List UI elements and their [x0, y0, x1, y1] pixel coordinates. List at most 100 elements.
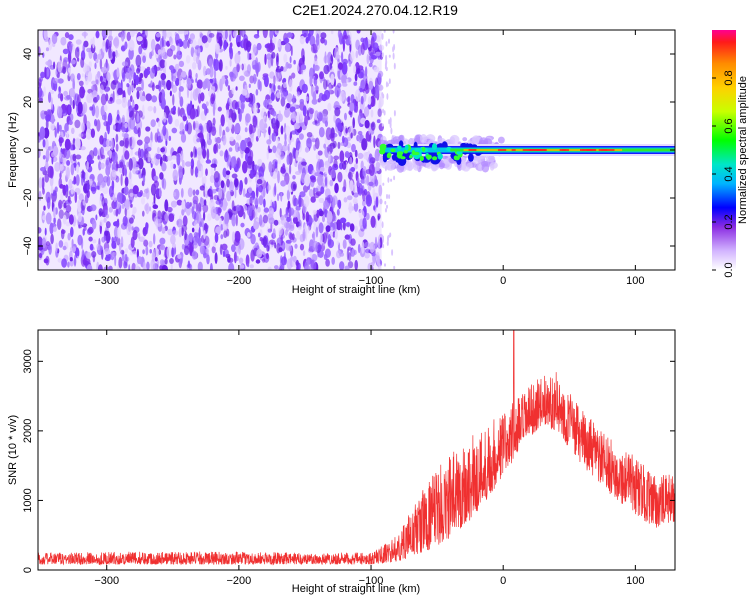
noise-speckle	[354, 225, 358, 234]
noise-speckle	[342, 239, 347, 250]
noise-speckle	[250, 134, 254, 144]
noise-speckle	[333, 114, 337, 123]
noise-speckle	[343, 197, 348, 203]
noise-speckle	[235, 204, 241, 212]
noise-speckle	[279, 42, 282, 49]
noise-speckle	[299, 111, 303, 120]
noise-speckle	[38, 177, 43, 189]
noise-speckle	[205, 159, 212, 164]
noise-speckle	[333, 155, 340, 161]
noise-speckle	[202, 80, 207, 90]
noise-speckle	[131, 226, 134, 231]
noise-fringe	[383, 30, 386, 33]
noise-speckle	[279, 207, 282, 218]
noise-speckle	[130, 203, 133, 208]
noise-speckle	[176, 218, 183, 228]
noise-speckle	[115, 98, 122, 105]
noise-speckle	[342, 82, 348, 87]
noise-speckle	[45, 255, 50, 266]
noise-speckle	[249, 150, 254, 161]
noise-speckle	[296, 230, 301, 240]
noise-speckle	[157, 120, 161, 128]
noise-speckle	[141, 79, 144, 91]
noise-speckle	[88, 92, 93, 104]
noise-speckle	[153, 248, 160, 257]
noise-speckle	[120, 173, 123, 187]
noise-speckle	[355, 157, 358, 165]
noise-speckle	[75, 247, 80, 259]
noise-speckle	[66, 130, 69, 140]
noise-speckle	[229, 59, 232, 67]
noise-speckle	[305, 211, 310, 223]
noise-speckle	[136, 256, 143, 265]
noise-speckle	[90, 128, 95, 138]
noise-speckle	[79, 146, 86, 151]
noise-speckle	[266, 139, 272, 145]
noise-speckle	[368, 181, 374, 187]
noise-speckle	[84, 76, 89, 86]
noise-speckle	[370, 95, 375, 108]
noise-speckle	[99, 184, 103, 192]
noise-speckle	[222, 220, 225, 229]
noise-speckle	[186, 122, 193, 135]
noise-speckle	[353, 81, 358, 86]
noise-speckle	[142, 249, 145, 255]
noise-speckle	[68, 120, 73, 126]
noise-speckle	[339, 142, 346, 146]
noise-speckle	[153, 233, 156, 245]
noise-speckle	[378, 184, 383, 197]
noise-speckle	[123, 167, 127, 175]
noise-speckle	[209, 65, 214, 78]
noise-speckle	[228, 262, 235, 270]
noise-speckle	[319, 71, 324, 80]
noise-speckle	[42, 139, 46, 148]
noise-speckle	[347, 95, 351, 106]
noise-speckle	[172, 110, 176, 115]
noise-fringe	[381, 92, 384, 97]
noise-speckle	[298, 122, 304, 127]
noise-speckle	[190, 39, 197, 48]
noise-speckle	[138, 45, 143, 55]
spectrogram-ytick-label: −20	[22, 189, 34, 208]
colorbar-label: Normalized spectral amplitude	[737, 76, 749, 224]
noise-speckle	[45, 241, 51, 247]
colorbar-tick-label: 0.2	[723, 214, 735, 229]
noise-speckle	[213, 194, 220, 201]
noise-fringe	[383, 110, 386, 116]
noise-speckle	[286, 93, 293, 103]
noise-speckle	[302, 213, 306, 221]
noise-speckle	[135, 263, 139, 270]
noise-speckle	[324, 248, 331, 258]
signal-red-core	[511, 149, 516, 151]
noise-speckle	[361, 241, 365, 254]
noise-speckle	[90, 204, 97, 212]
noise-speckle	[196, 79, 203, 89]
noise-speckle	[243, 211, 246, 220]
noise-speckle	[334, 107, 341, 117]
noise-speckle	[96, 53, 102, 60]
noise-speckle	[269, 30, 274, 40]
noise-speckle	[286, 154, 290, 165]
noise-speckle	[378, 44, 385, 51]
signal-halo	[471, 135, 481, 145]
noise-speckle	[54, 127, 57, 138]
noise-speckle	[313, 187, 319, 193]
snr-xlabel: Height of straight line (km)	[292, 583, 420, 595]
noise-speckle	[248, 186, 253, 194]
noise-speckle	[246, 41, 252, 48]
noise-speckle	[180, 188, 184, 198]
noise-speckle	[117, 226, 121, 239]
noise-speckle	[69, 87, 75, 98]
noise-speckle	[158, 187, 162, 198]
noise-speckle	[309, 239, 314, 252]
noise-speckle	[90, 186, 97, 192]
noise-speckle	[71, 127, 75, 134]
noise-speckle	[262, 115, 268, 124]
noise-speckle	[87, 226, 94, 234]
noise-speckle	[292, 94, 295, 104]
noise-speckle	[323, 79, 328, 90]
noise-speckle	[133, 163, 140, 170]
noise-speckle	[286, 216, 291, 223]
spectrogram-ytick-label: 20	[22, 96, 34, 108]
noise-speckle	[280, 167, 286, 174]
